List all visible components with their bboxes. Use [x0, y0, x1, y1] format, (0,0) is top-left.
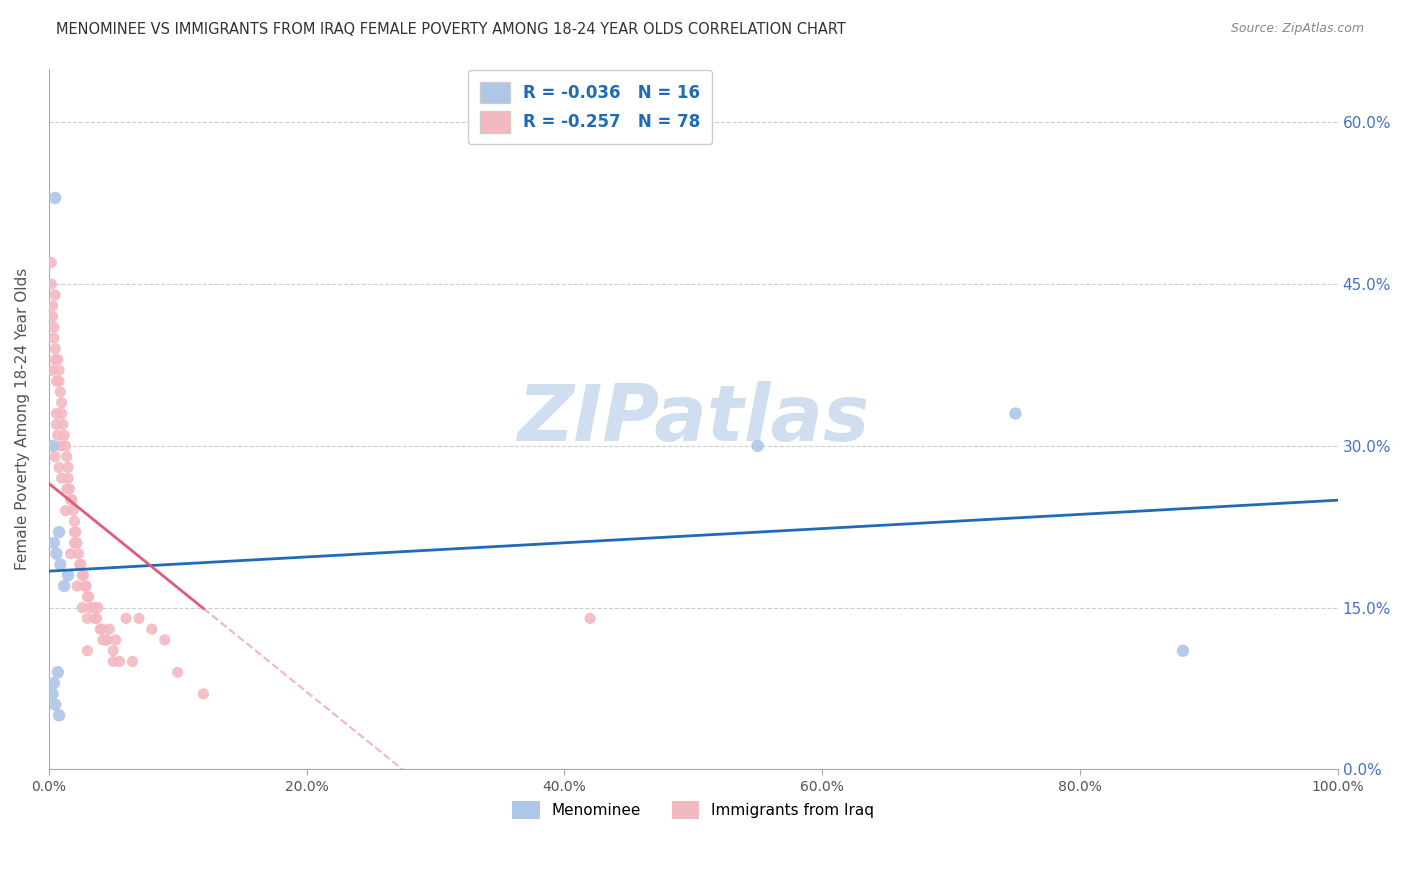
- Point: [63, 536, 86, 550]
- Point: [45, 374, 67, 388]
- Point: [70, 558, 93, 572]
- Point: [66, 536, 89, 550]
- Point: [48, 525, 70, 540]
- Point: [44, 450, 66, 464]
- Text: Source: ZipAtlas.com: Source: ZipAtlas.com: [1230, 22, 1364, 36]
- Point: [166, 665, 188, 680]
- Point: [86, 611, 108, 625]
- Point: [103, 643, 125, 657]
- Point: [45, 547, 67, 561]
- Point: [90, 622, 112, 636]
- Point: [48, 374, 70, 388]
- Point: [49, 558, 72, 572]
- Point: [58, 482, 80, 496]
- Point: [56, 568, 79, 582]
- Point: [193, 687, 215, 701]
- Point: [67, 547, 90, 561]
- Point: [56, 450, 79, 464]
- Point: [41, 363, 63, 377]
- Point: [1171, 643, 1194, 657]
- Point: [69, 558, 91, 572]
- Point: [45, 417, 67, 432]
- Point: [56, 482, 79, 496]
- Point: [141, 622, 163, 636]
- Point: [79, 600, 101, 615]
- Point: [66, 579, 89, 593]
- Point: [108, 655, 131, 669]
- Point: [1004, 407, 1026, 421]
- Point: [77, 590, 100, 604]
- Point: [87, 600, 110, 615]
- Point: [42, 331, 65, 345]
- Legend: Menominee, Immigrants from Iraq: Menominee, Immigrants from Iraq: [506, 795, 880, 825]
- Point: [115, 611, 138, 625]
- Point: [41, 299, 63, 313]
- Point: [55, 439, 77, 453]
- Point: [44, 342, 66, 356]
- Point: [76, 590, 98, 604]
- Point: [76, 611, 98, 625]
- Point: [51, 407, 73, 421]
- Point: [45, 407, 67, 421]
- Point: [62, 503, 84, 517]
- Point: [42, 676, 65, 690]
- Point: [49, 439, 72, 453]
- Point: [42, 320, 65, 334]
- Point: [53, 579, 76, 593]
- Point: [83, 600, 105, 615]
- Point: [41, 439, 63, 453]
- Point: [41, 277, 63, 292]
- Point: [75, 579, 97, 593]
- Point: [46, 665, 69, 680]
- Point: [60, 492, 83, 507]
- Text: MENOMINEE VS IMMIGRANTS FROM IRAQ FEMALE POVERTY AMONG 18-24 YEAR OLDS CORRELATI: MENOMINEE VS IMMIGRANTS FROM IRAQ FEMALE…: [56, 22, 846, 37]
- Point: [153, 632, 176, 647]
- Point: [41, 310, 63, 324]
- Point: [89, 622, 111, 636]
- Point: [103, 655, 125, 669]
- Y-axis label: Female Poverty Among 18-24 Year Olds: Female Poverty Among 18-24 Year Olds: [15, 268, 30, 570]
- Point: [52, 417, 75, 432]
- Point: [55, 503, 77, 517]
- Point: [42, 536, 65, 550]
- Point: [49, 384, 72, 399]
- Point: [63, 525, 86, 540]
- Point: [76, 643, 98, 657]
- Point: [91, 632, 114, 647]
- Point: [48, 460, 70, 475]
- Point: [72, 600, 94, 615]
- Point: [51, 396, 73, 410]
- Point: [56, 460, 79, 475]
- Point: [48, 363, 70, 377]
- Point: [51, 471, 73, 485]
- Point: [44, 352, 66, 367]
- Point: [46, 352, 69, 367]
- Point: [747, 439, 769, 453]
- Point: [48, 708, 70, 723]
- Point: [44, 698, 66, 712]
- Point: [98, 622, 121, 636]
- Point: [59, 547, 82, 561]
- Point: [41, 255, 63, 269]
- Point: [44, 191, 66, 205]
- Point: [84, 611, 107, 625]
- Point: [72, 568, 94, 582]
- Point: [73, 579, 96, 593]
- Point: [41, 687, 63, 701]
- Point: [63, 514, 86, 528]
- Point: [121, 655, 143, 669]
- Point: [128, 611, 150, 625]
- Point: [72, 568, 94, 582]
- Point: [65, 525, 87, 540]
- Point: [96, 632, 118, 647]
- Point: [579, 611, 602, 625]
- Point: [56, 471, 79, 485]
- Point: [46, 428, 69, 442]
- Point: [104, 632, 127, 647]
- Point: [96, 632, 118, 647]
- Point: [53, 428, 76, 442]
- Point: [44, 288, 66, 302]
- Point: [59, 492, 82, 507]
- Text: ZIPatlas: ZIPatlas: [517, 381, 869, 457]
